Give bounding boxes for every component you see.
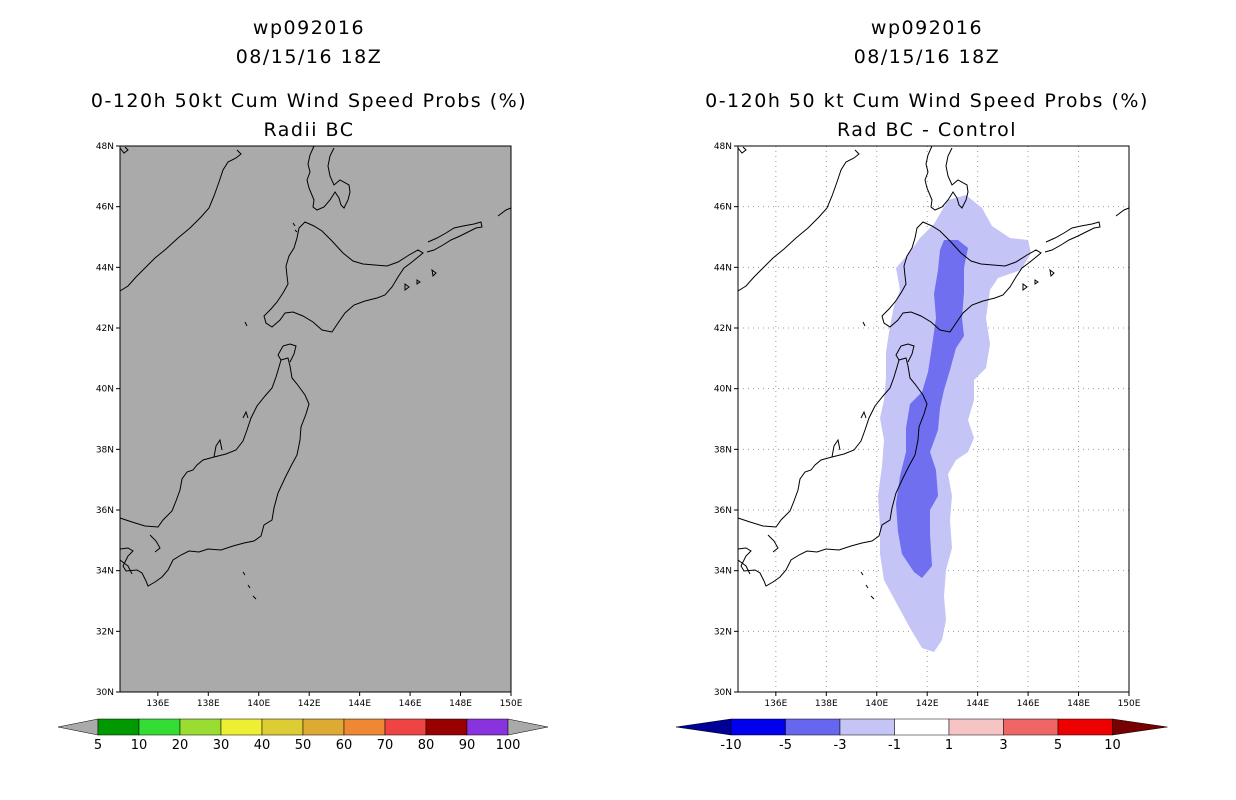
lat-label: 48N xyxy=(96,142,114,152)
lon-label: 148E xyxy=(449,699,472,709)
lat-label: 36N xyxy=(96,506,114,516)
lon-label: 146E xyxy=(1017,699,1040,709)
lat-label: 46N xyxy=(96,203,114,213)
map-title: 0-120h 50 kt Cum Wind Speed Probs (%) xyxy=(705,90,1149,112)
colorbar-end-low xyxy=(675,718,732,736)
left-map: 30N 32N 34N 36N 38N 40N 42N 44N 46N 48N 136E 138E 14… xyxy=(57,142,549,753)
lat-label: 38N xyxy=(96,445,114,455)
map-subtitle: Rad BC - Control xyxy=(836,119,1018,141)
lat-label: 34N xyxy=(714,567,732,577)
lon-label: 150E xyxy=(500,699,523,709)
colorbar-box xyxy=(261,718,304,736)
map-frame xyxy=(119,145,512,693)
colorbar-box xyxy=(425,718,468,736)
colorbar-end-high xyxy=(1112,718,1168,736)
colorbar-box xyxy=(302,718,345,736)
right-map: 30N 32N 34N 36N 38N 40N 42N 44N 46N 48N 136E 138E 14… xyxy=(675,142,1168,753)
colorbar-label: 60 xyxy=(336,738,353,753)
colorbar-box xyxy=(466,718,509,736)
lon-label: 142E xyxy=(298,699,321,709)
storm-id: wp092016 xyxy=(870,17,984,39)
colorbar-label: -3 xyxy=(834,738,847,753)
colorbar-end-high xyxy=(507,718,549,736)
colorbar-box xyxy=(730,718,786,736)
colorbar-box xyxy=(894,718,950,736)
colorbar-label: 70 xyxy=(377,738,394,753)
colorbar-label: 80 xyxy=(418,738,435,753)
map-background xyxy=(120,146,511,692)
colorbar-label: 5 xyxy=(94,738,102,753)
lon-label: 140E xyxy=(865,699,888,709)
datetime: 08/15/16 18Z xyxy=(235,46,383,68)
colorbar-label: 10 xyxy=(1104,738,1121,753)
colorbar-label: -1 xyxy=(888,738,901,753)
colorbar-label: 50 xyxy=(295,738,312,753)
colorbar-box xyxy=(1057,718,1113,736)
lon-label: 144E xyxy=(348,699,371,709)
colorbar-label: 90 xyxy=(459,738,476,753)
lat-label: 36N xyxy=(714,506,732,516)
lat-label: 40N xyxy=(714,385,732,395)
axis-labels: 30N 32N 34N 36N 38N 40N 42N 44N 46N 48N 136E 138E 14… xyxy=(714,142,1141,709)
colorbar-box xyxy=(785,718,841,736)
coastline xyxy=(737,145,1130,600)
colorbar-label: 5 xyxy=(1054,738,1062,753)
lat-label: 44N xyxy=(714,263,732,273)
lat-label: 48N xyxy=(714,142,732,152)
lat-label: 46N xyxy=(714,203,732,213)
lat-label: 32N xyxy=(714,627,732,637)
colorbar-box xyxy=(220,718,263,736)
lon-label: 136E xyxy=(764,699,787,709)
lat-label: 30N xyxy=(96,688,114,698)
lon-label: 138E xyxy=(815,699,838,709)
colorbar-box xyxy=(97,718,140,736)
lat-label: 38N xyxy=(714,445,732,455)
colorbar-label: -10 xyxy=(720,738,741,753)
lon-label: 146E xyxy=(399,699,422,709)
colorbar-label: 1 xyxy=(945,738,953,753)
colorbar-label: 100 xyxy=(496,738,521,753)
colorbar: -10 -5 -3 -1 1 3 5 10 xyxy=(675,718,1168,753)
colorbar-box xyxy=(948,718,1004,736)
lat-label: 44N xyxy=(96,263,114,273)
shading-minus5-to-minus3 xyxy=(896,240,968,578)
lat-label: 34N xyxy=(96,567,114,577)
map-frame xyxy=(737,145,1130,693)
colorbar-label: 3 xyxy=(999,738,1007,753)
colorbar-label: 10 xyxy=(131,738,148,753)
colorbar-label: 30 xyxy=(213,738,230,753)
colorbar-box xyxy=(138,718,181,736)
lat-label: 40N xyxy=(96,385,114,395)
colorbar-box xyxy=(343,718,386,736)
colorbar-box xyxy=(384,718,427,736)
coastline xyxy=(119,145,512,600)
left-panel: wp092016 08/15/16 18Z 0-120h 50kt Cum Wi… xyxy=(57,17,549,753)
colorbar-box xyxy=(1003,718,1059,736)
map-subtitle: Radii BC xyxy=(263,119,355,141)
lon-label: 148E xyxy=(1067,699,1090,709)
colorbar: 5 10 20 30 40 50 60 70 80 90 100 xyxy=(57,718,549,753)
lon-label: 142E xyxy=(916,699,939,709)
storm-id: wp092016 xyxy=(252,17,366,39)
lon-label: 138E xyxy=(197,699,220,709)
colorbar-label: -5 xyxy=(779,738,792,753)
right-panel: wp092016 08/15/16 18Z 0-120h 50 kt Cum W… xyxy=(618,0,1236,800)
map-title: 0-120h 50kt Cum Wind Speed Probs (%) xyxy=(90,90,528,112)
colorbar-box xyxy=(839,718,895,736)
colorbar-label: 20 xyxy=(172,738,189,753)
colorbar-label: 40 xyxy=(254,738,271,753)
lon-label: 150E xyxy=(1118,699,1141,709)
datetime: 08/15/16 18Z xyxy=(853,46,1001,68)
lon-label: 144E xyxy=(966,699,989,709)
lon-label: 136E xyxy=(146,699,169,709)
lat-label: 32N xyxy=(96,627,114,637)
colorbar-box xyxy=(179,718,222,736)
axis-labels: 30N 32N 34N 36N 38N 40N 42N 44N 46N 48N 136E 138E 14… xyxy=(96,142,523,709)
colorbar-end-low xyxy=(57,718,99,736)
lon-label: 140E xyxy=(247,699,270,709)
lat-label: 30N xyxy=(714,688,732,698)
lat-label: 42N xyxy=(714,324,732,334)
lat-label: 42N xyxy=(96,324,114,334)
